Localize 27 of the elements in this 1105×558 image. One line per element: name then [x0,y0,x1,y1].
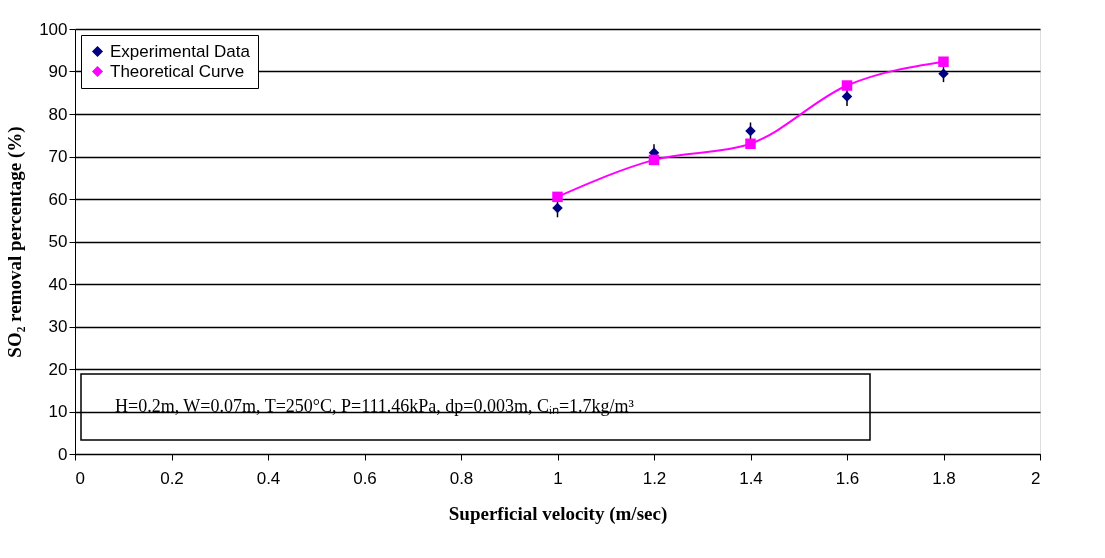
x-tick-label: 0.4 [256,468,281,488]
y-tick-label: 70 [48,147,68,166]
x-tick-label: 1.6 [835,468,860,488]
x-tick-label: 1 [553,468,563,488]
y-tick-label: 90 [48,62,68,81]
y-tick-label: 100 [39,19,68,39]
y-tick-label: 80 [48,104,68,124]
x-axis-title: Superficial velocity (m/sec) [448,502,668,525]
y-tick-label: 40 [48,274,68,294]
y-tick-label: 50 [48,232,68,251]
annotation: H=0.2m, W=0.07m, T=250°C, P=111.46kPa, dp=0.003m, Cᵢₙ=1.7kg/m³ [115,396,635,416]
x-tick-label: 0.6 [353,468,377,488]
y-axis-title: SO₂ removal percentage (%) [4,126,27,358]
x-tick-label: 0.2 [160,468,184,488]
x-tick-label: 2 [1031,468,1041,488]
y-tick-label: 30 [48,317,68,336]
x-tick-label: 1.8 [932,468,956,488]
legend-label: Theoretical Curve [110,61,245,81]
legend-label: Experimental Data [110,41,251,61]
y-tick-label: 60 [48,189,68,209]
x-tick-label: 1.2 [642,468,667,488]
y-tick-label: 20 [48,359,68,379]
x-tick-label: 1.4 [739,468,763,488]
x-tick-label: 0 [75,468,85,488]
x-tick-label: 0.8 [449,468,474,488]
y-tick-label: 10 [48,402,68,421]
y-tick-label: 0 [58,444,68,464]
